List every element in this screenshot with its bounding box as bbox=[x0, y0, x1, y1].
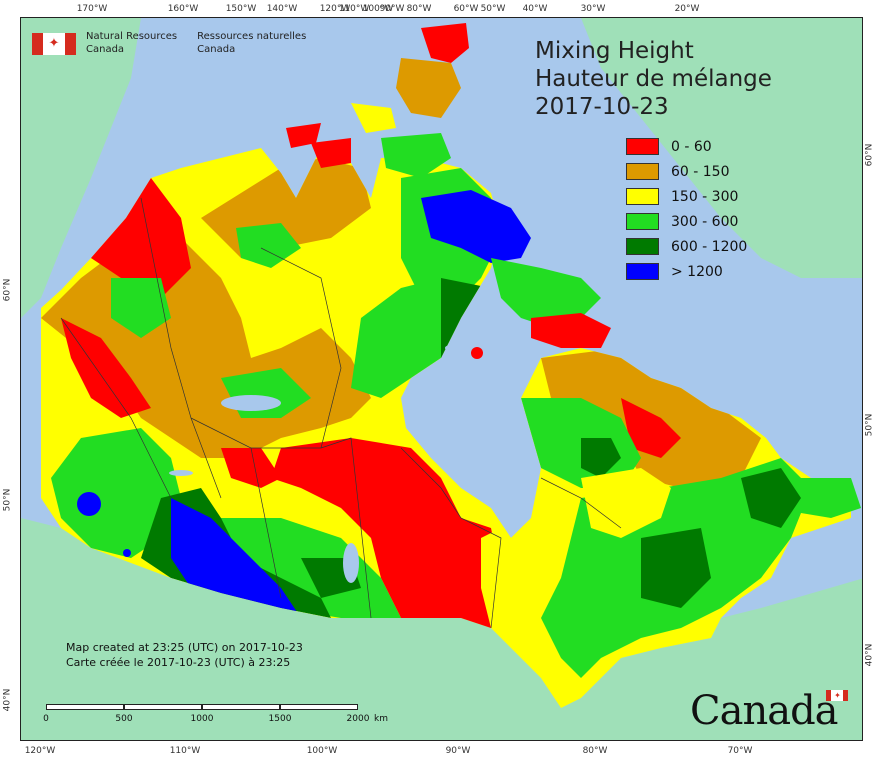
arctic-island bbox=[286, 123, 321, 148]
scale-segment bbox=[124, 704, 202, 710]
lake-winnipeg bbox=[343, 543, 359, 583]
legend-label: 600 - 1200 bbox=[671, 238, 748, 255]
tick-bottom: 90°W bbox=[445, 746, 471, 756]
tick-top: 50°W bbox=[480, 4, 506, 14]
tick-top: 80°W bbox=[406, 4, 432, 14]
legend-item: 300 - 600 bbox=[626, 209, 747, 234]
legend-item: 600 - 1200 bbox=[626, 234, 747, 259]
title-fr: Hauteur de mélange bbox=[535, 66, 772, 92]
baffin-island bbox=[491, 258, 601, 328]
title-date: 2017-10-23 bbox=[535, 94, 669, 120]
scale-segment bbox=[202, 704, 280, 710]
tick-top: 120°W bbox=[319, 4, 351, 14]
newfoundland bbox=[801, 478, 861, 518]
tick-top: 150°W bbox=[225, 4, 257, 14]
tick-top: 140°W bbox=[266, 4, 298, 14]
tick-top: 40°W bbox=[522, 4, 548, 14]
tick-left: 40°N bbox=[2, 688, 13, 712]
scale-bar: 0 500 1000 1500 2000 km bbox=[43, 704, 388, 724]
tick-bottom: 70°W bbox=[727, 746, 753, 756]
lake bbox=[169, 470, 193, 476]
hotspot bbox=[471, 347, 483, 359]
tick-left: 60°N bbox=[2, 278, 13, 302]
legend-label: 0 - 60 bbox=[671, 138, 712, 155]
legend-swatch bbox=[626, 188, 659, 205]
scale-label: 1500 bbox=[268, 714, 292, 724]
canada-flag-icon: ✦ bbox=[32, 33, 76, 55]
greenland-land bbox=[581, 18, 862, 278]
tick-top: 100°W bbox=[362, 4, 394, 14]
arctic-island bbox=[311, 138, 351, 168]
title-en: Mixing Height bbox=[535, 38, 694, 64]
agency-signature: ✦ Natural Resources Canada Ressources na… bbox=[32, 30, 316, 56]
agency-name-fr-line2: Canada bbox=[197, 44, 236, 55]
scale-segment bbox=[280, 704, 358, 710]
legend-swatch bbox=[626, 238, 659, 255]
legend-swatch bbox=[626, 213, 659, 230]
lake bbox=[221, 395, 281, 411]
lake bbox=[445, 345, 457, 351]
legend-swatch bbox=[626, 163, 659, 180]
legend-swatch bbox=[626, 263, 659, 280]
map-title: Mixing Height Hauteur de mélange 2017-10… bbox=[535, 37, 772, 121]
baffin-island-north bbox=[421, 190, 531, 263]
tick-left: 50°N bbox=[2, 488, 13, 512]
scale-segment bbox=[46, 704, 124, 710]
arctic-island bbox=[396, 58, 461, 118]
creation-note: Map created at 23:25 (UTC) on 2017-10-23… bbox=[66, 640, 303, 670]
creation-note-fr: Carte créée le 2017-10-23 (UTC) à 23:25 bbox=[66, 656, 291, 669]
tick-bottom: 100°W bbox=[306, 746, 338, 756]
tick-top: 110°W bbox=[338, 4, 370, 14]
legend-item: > 1200 bbox=[626, 259, 747, 284]
legend-label: 300 - 600 bbox=[671, 213, 739, 230]
usa-land bbox=[21, 518, 862, 740]
tick-top: 20°W bbox=[674, 4, 700, 14]
creation-note-en: Map created at 23:25 (UTC) on 2017-10-23 bbox=[66, 641, 303, 654]
legend: 0 - 60 60 - 150 150 - 300 300 - 600 600 - 12… bbox=[626, 134, 747, 284]
agency-name-en: Natural Resources bbox=[86, 31, 178, 42]
scale-label: 0 bbox=[43, 714, 49, 724]
provincial-boundaries bbox=[60, 197, 622, 629]
scale-label: 2000 bbox=[346, 714, 370, 724]
arctic-island bbox=[351, 103, 396, 133]
baffin-island-south bbox=[531, 313, 611, 348]
legend-item: 150 - 300 bbox=[626, 184, 747, 209]
scale-label: 1000 bbox=[190, 714, 214, 724]
tick-right: 40°N bbox=[864, 643, 875, 667]
scale-unit: km bbox=[374, 714, 388, 724]
scale-label: 500 bbox=[115, 714, 133, 724]
alaska-land bbox=[21, 18, 141, 318]
wordmark-flag-icon: ✦ bbox=[826, 690, 848, 701]
legend-item: 60 - 150 bbox=[626, 159, 747, 184]
agency-name-fr: Ressources naturelles bbox=[197, 31, 307, 42]
arctic-island bbox=[381, 133, 451, 178]
canada-wordmark: Canada ✦ bbox=[690, 688, 848, 734]
arctic-island bbox=[236, 223, 301, 268]
legend-label: 60 - 150 bbox=[671, 163, 730, 180]
mixing-height-map bbox=[20, 17, 863, 741]
tick-bottom: 110°W bbox=[169, 746, 201, 756]
legend-item: 0 - 60 bbox=[626, 134, 747, 159]
tick-top: 160°W bbox=[167, 4, 199, 14]
hudson-bay bbox=[411, 378, 521, 478]
tick-bottom: 120°W bbox=[24, 746, 56, 756]
legend-label: > 1200 bbox=[671, 263, 723, 280]
legend-label: 150 - 300 bbox=[671, 188, 739, 205]
canada-wordmark-text: Canada bbox=[690, 688, 839, 734]
tick-top: 90°W bbox=[379, 4, 405, 14]
tick-top: 170°W bbox=[76, 4, 108, 14]
tick-bottom: 80°W bbox=[582, 746, 608, 756]
tick-top: 30°W bbox=[580, 4, 606, 14]
legend-swatch bbox=[626, 138, 659, 155]
agency-name-en-line2: Canada bbox=[86, 44, 125, 55]
tick-top: 60°W bbox=[453, 4, 479, 14]
tick-right: 60°N bbox=[864, 143, 875, 167]
tick-right: 50°N bbox=[864, 413, 875, 437]
arctic-island bbox=[421, 23, 469, 63]
